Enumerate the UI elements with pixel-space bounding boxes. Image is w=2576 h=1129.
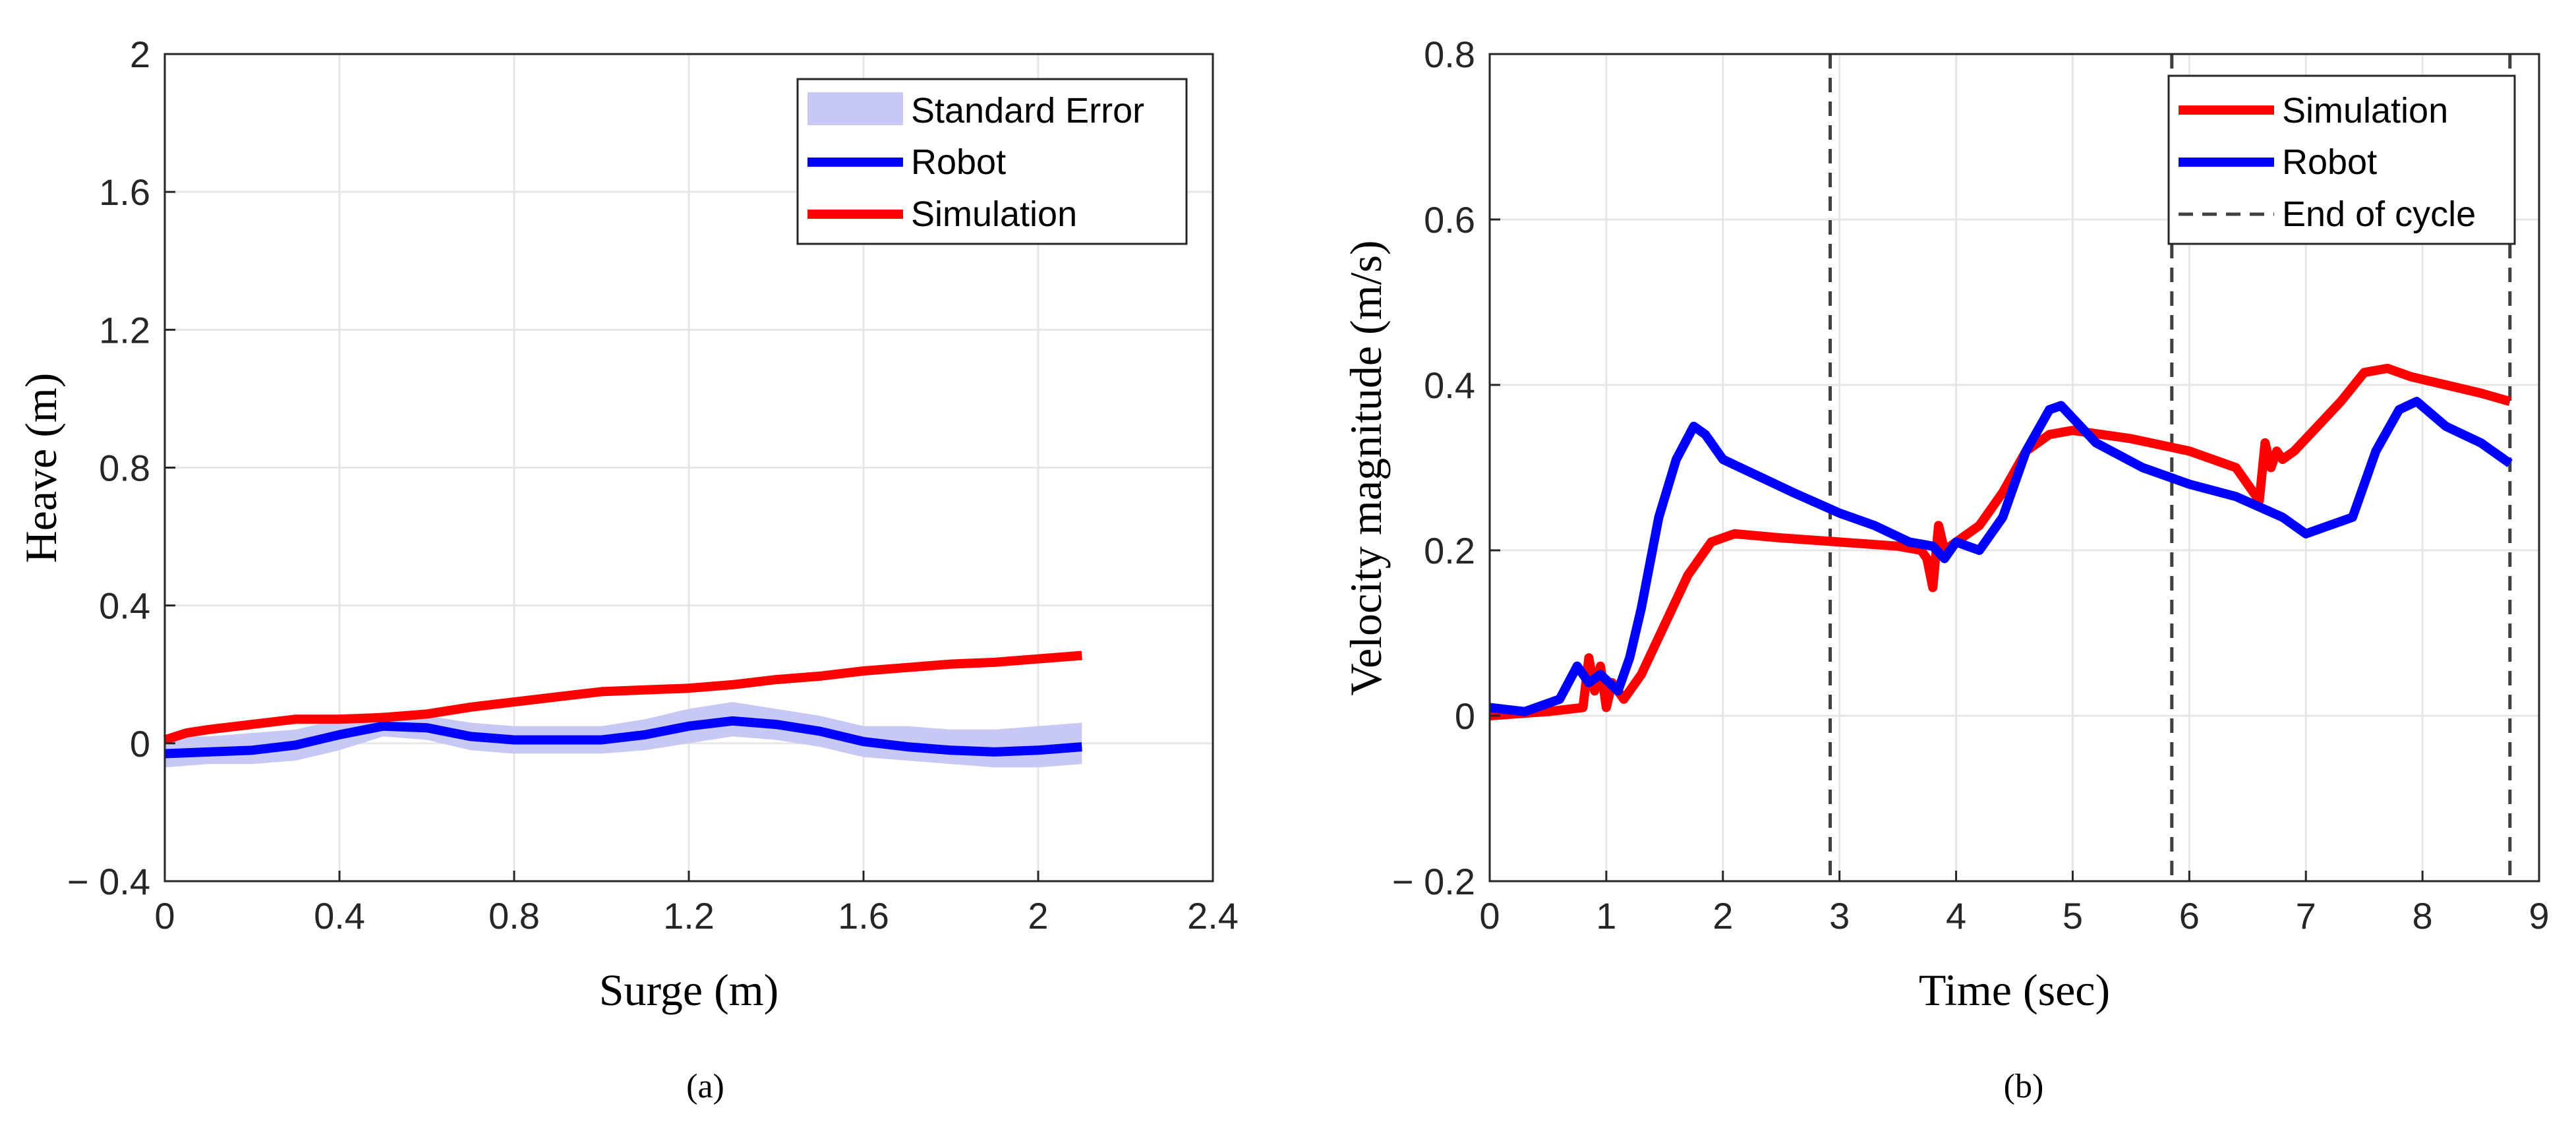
series-line-robot [1489,397,2513,716]
chart-a-legend: Standard Error Robot Simulation [796,78,1188,245]
legend-label-end-of-cycle: End of cycle [2282,194,2476,234]
series-line-robot [164,716,1082,759]
legend-label-robot: Robot [911,142,1006,182]
panel-caption-a: (a) [686,1068,724,1105]
y-tick-label: 0 [1455,695,1475,737]
x-tick-label: 3 [1829,895,1850,937]
chart-b-legend: Simulation Robot End of cycle [2167,74,2516,245]
panel-caption-b: (b) [2004,1068,2044,1105]
y-tick-label: − 0.2 [1392,861,1475,902]
x-tick-label: 1.2 [663,895,715,937]
y-tick-label: 0 [130,723,150,765]
chart-a-ticks: 0 0.4 0.8 1.2 1.6 2 2.4− 0.400.40.81.21.62 [67,34,1239,937]
x-tick-label: 2 [1028,895,1048,937]
x-tick-label: 1 [1596,895,1616,937]
y-tick-label: 1.2 [99,309,150,351]
y-tick-label: 2 [130,34,150,75]
x-tick-label: 0 [154,895,175,937]
x-tick-label: 5 [2063,895,2083,937]
y-tick-label: 0.2 [1424,530,1475,571]
chart-a-x-label: Surge (m) [599,965,779,1015]
chart-b-frame [1488,53,2540,883]
x-tick-label: 0.4 [314,895,365,937]
y-tick-label: 0.6 [1424,199,1475,241]
chart-b-data [1489,54,2513,881]
chart-b: 0 1 2 3 4 5 6 7 8 9− 0.200.20.40.60.8 Time (sec) … [1341,34,2550,1105]
y-tick-label: 0.4 [1424,364,1475,406]
chart-b-y-label: Velocity magnitude (m/s) [1341,240,1391,695]
legend-label-standard-error: Standard Error [911,91,1144,130]
x-tick-label: 9 [2529,895,2549,937]
chart-b-x-label: Time (sec) [1919,965,2110,1015]
x-tick-label: 7 [2296,895,2316,937]
x-tick-label: 8 [2413,895,2433,937]
x-tick-label: 1.6 [838,895,889,937]
series-line-simulation [163,651,1082,745]
chart-a: 0 0.4 0.8 1.2 1.6 2 2.4− 0.400.40.81.21.62 Sur… [16,34,1239,1105]
x-tick-label: 4 [1946,895,1966,937]
y-tick-label: 0.8 [1424,34,1475,75]
legend-label-simulation-b: Simulation [2282,91,2448,130]
y-tick-label: 0.4 [99,585,150,627]
chart-a-y-label: Heave (m) [16,373,66,564]
y-tick-label: 0.8 [99,448,150,489]
x-tick-label: 0.8 [488,895,540,937]
legend-swatch-standard-error [807,92,903,125]
legend-label-robot-b: Robot [2282,142,2377,182]
x-tick-label: 2.4 [1187,895,1239,937]
x-tick-label: 0 [1479,895,1500,937]
legend-label-simulation: Simulation [911,194,1077,234]
x-tick-label: 2 [1712,895,1733,937]
chart-b-ticks: 0 1 2 3 4 5 6 7 8 9− 0.200.20.40.60.8 [1392,34,2550,937]
chart-a-data [163,651,1082,768]
y-tick-label: − 0.4 [67,861,150,902]
y-tick-label: 1.6 [99,171,150,213]
x-tick-label: 6 [2179,895,2200,937]
